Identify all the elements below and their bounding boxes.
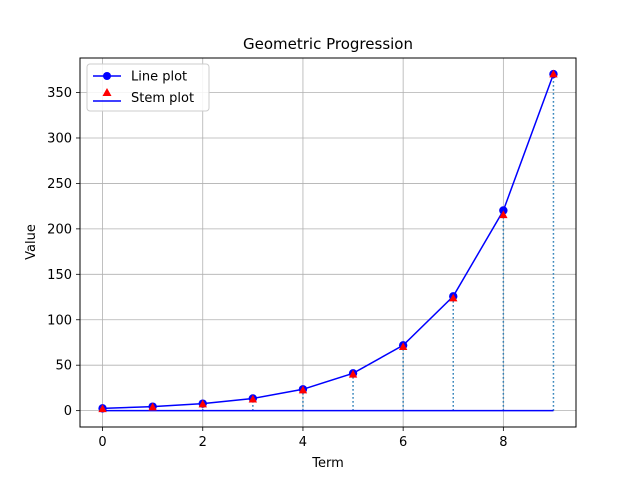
axis-ticks: 0 2 4 6 8 0 50 100 150 200 250 300 350 bbox=[47, 86, 507, 450]
legend-label-line: Line plot bbox=[131, 70, 187, 85]
x-tick-label: 2 bbox=[199, 435, 207, 450]
stem-point bbox=[499, 210, 508, 219]
stem-point bbox=[549, 69, 558, 78]
x-axis-title: Term bbox=[311, 456, 344, 471]
stem-point bbox=[98, 404, 107, 413]
x-tick-label: 8 bbox=[499, 435, 507, 450]
y-tick-label: 350 bbox=[47, 86, 72, 101]
x-tick-label: 0 bbox=[98, 435, 106, 450]
y-axis-title: Value bbox=[24, 224, 39, 260]
legend-circle-marker bbox=[103, 72, 111, 80]
line-series bbox=[102, 73, 555, 410]
y-tick-label: 150 bbox=[47, 268, 72, 283]
y-tick-label: 50 bbox=[55, 359, 72, 374]
chart-title: Geometric Progression bbox=[243, 35, 413, 53]
y-tick-label: 250 bbox=[47, 177, 72, 192]
plot-frame bbox=[79, 57, 577, 428]
legend-label-stem: Stem plot bbox=[131, 91, 194, 106]
line-series-path bbox=[102, 73, 555, 410]
y-tick-label: 200 bbox=[47, 222, 72, 237]
marker-layer bbox=[98, 69, 558, 413]
legend-triangle-marker bbox=[102, 88, 112, 96]
y-tick-label: 0 bbox=[64, 404, 72, 419]
stem-point bbox=[198, 399, 207, 408]
stem-point bbox=[248, 394, 258, 403]
stem-point bbox=[449, 293, 458, 302]
stem-point bbox=[348, 369, 358, 378]
x-tick-label: 4 bbox=[299, 435, 307, 450]
y-tick-label: 300 bbox=[47, 131, 72, 146]
y-tick-label: 100 bbox=[47, 313, 72, 328]
stem-point bbox=[298, 385, 308, 394]
stem-point bbox=[398, 342, 408, 351]
stem-point bbox=[148, 402, 157, 411]
legend: Line plot Stem plot bbox=[86, 63, 210, 112]
x-tick-label: 6 bbox=[399, 435, 407, 450]
